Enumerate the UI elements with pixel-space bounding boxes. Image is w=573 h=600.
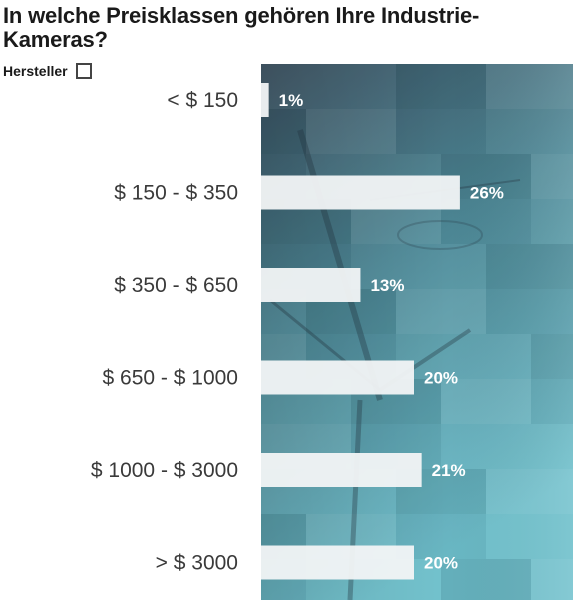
category-label: $ 650 - $ 1000 bbox=[103, 367, 238, 390]
legend-label: Hersteller bbox=[3, 63, 68, 79]
value-label: 21% bbox=[432, 461, 466, 480]
value-label: 20% bbox=[424, 369, 458, 388]
value-labels: 1% 26% 13% 20% 21% 20% bbox=[279, 91, 504, 573]
category-labels: < $ 150 $ 150 - $ 350 $ 350 - $ 650 $ 650 -… bbox=[91, 89, 238, 575]
bar bbox=[261, 83, 269, 117]
chart-title: In welche Preisklassen gehören Ihre Indu… bbox=[3, 3, 480, 52]
bar bbox=[261, 175, 460, 210]
value-label: 1% bbox=[279, 91, 304, 110]
bar bbox=[261, 360, 414, 395]
value-label: 20% bbox=[424, 554, 458, 573]
bar bbox=[261, 268, 361, 302]
legend-swatch bbox=[75, 63, 92, 79]
background-panel bbox=[261, 64, 573, 600]
bar bbox=[261, 453, 422, 487]
category-label: $ 150 - $ 350 bbox=[114, 182, 238, 205]
category-label: $ 1000 - $ 3000 bbox=[91, 459, 238, 482]
value-label: 26% bbox=[470, 184, 504, 203]
value-label: 13% bbox=[370, 276, 404, 295]
category-label: $ 350 - $ 650 bbox=[114, 274, 238, 297]
category-label: < $ 150 bbox=[167, 89, 238, 112]
bar bbox=[261, 545, 414, 580]
legend: Hersteller bbox=[3, 63, 92, 79]
bars bbox=[261, 83, 460, 580]
category-label: > $ 3000 bbox=[156, 552, 238, 575]
